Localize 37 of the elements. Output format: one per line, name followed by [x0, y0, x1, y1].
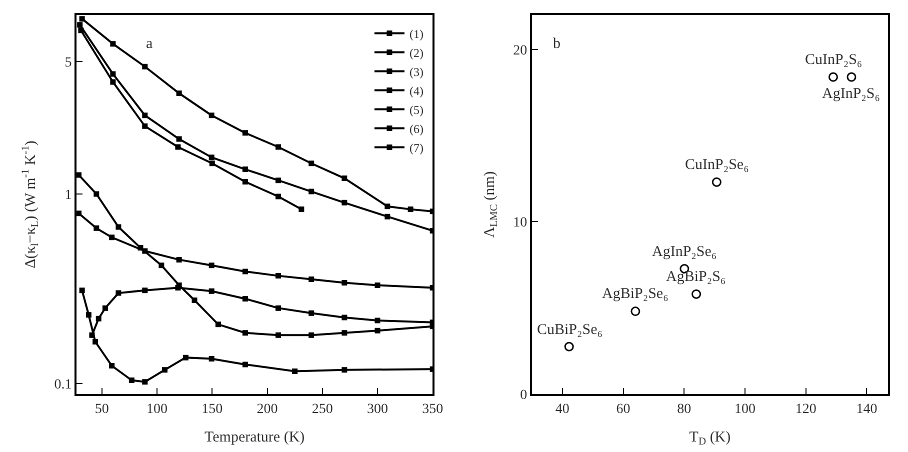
legend-label: (3)	[409, 64, 424, 79]
y-tick-label: 20	[513, 43, 528, 58]
x-tick-label: 50	[94, 402, 109, 417]
annotation: CuInP₂S₆	[805, 52, 862, 68]
legend-label: (4)	[409, 84, 424, 98]
annotation: b	[553, 36, 560, 52]
x-tick-label: 40	[555, 402, 570, 417]
annotation: CuInP₂Se₆	[685, 157, 749, 173]
annotation: a	[146, 36, 153, 52]
x-tick-label: 250	[312, 402, 333, 417]
x-tick-label: 300	[366, 402, 388, 417]
x-tick-label: 60	[616, 402, 630, 417]
legend-label: (2)	[409, 46, 424, 60]
x-tick-label: 100	[734, 402, 756, 417]
annotation: AgInP₂Se₆	[652, 244, 717, 260]
annotation: AgBiP₂Se₆	[602, 286, 668, 302]
legend-label: (6)	[409, 122, 424, 136]
annotation: CuBiP₂Se₆	[537, 322, 602, 338]
y-tick-label: 10	[513, 216, 528, 231]
x-tick-label: 150	[202, 402, 223, 417]
legend-label: (7)	[409, 140, 424, 155]
x-tick-label: 80	[677, 402, 692, 417]
y-tick-label: 0.1	[54, 377, 72, 392]
x-tick-label: 350	[422, 402, 444, 417]
annotation: AgBiP₂S₆	[666, 269, 726, 285]
legend-label: (5)	[409, 102, 424, 117]
x-axis-title: Temperature (K)	[204, 429, 305, 446]
y-tick-label: 5	[64, 55, 72, 70]
x-tick-label: 140	[856, 402, 878, 417]
x-tick-label: 200	[256, 402, 278, 417]
x-axis-title: T$_{D}$ (K)	[689, 429, 731, 448]
annotation: AgInP₂S₆	[822, 86, 880, 102]
y-tick-label: 1	[64, 188, 72, 203]
x-tick-label: 100	[146, 402, 168, 417]
y-tick-label: 0	[520, 388, 528, 403]
legend-label: (1)	[409, 26, 424, 41]
x-tick-label: 120	[795, 402, 816, 417]
